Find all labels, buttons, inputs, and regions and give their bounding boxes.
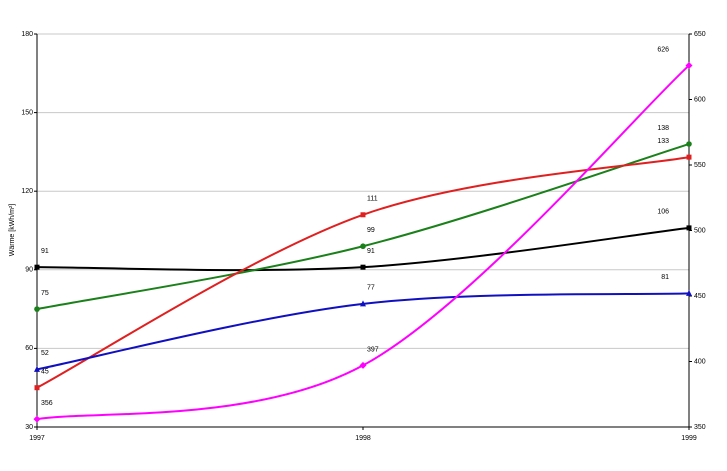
y2-tick-label: 400 [694, 358, 706, 365]
data-label: 52 [41, 350, 49, 357]
series-line [36, 156, 690, 389]
y-tick-label: 90 [25, 267, 33, 274]
y-tick-label: 60 [25, 345, 33, 352]
y2-tick-label: 600 [694, 96, 706, 103]
marker [34, 306, 40, 312]
data-label: 75 [41, 290, 49, 297]
data-label: 133 [657, 138, 669, 145]
marker [686, 225, 692, 231]
marker [360, 243, 366, 250]
data-label: 81 [661, 274, 669, 281]
data-label: 77 [367, 285, 375, 292]
data-label: 397 [367, 346, 379, 353]
data-label: 111 [367, 196, 378, 203]
marker [34, 385, 40, 391]
marker [685, 61, 693, 69]
data-label: 626 [657, 46, 669, 53]
y-tick-label: 150 [21, 109, 33, 116]
x-tick-label: 1998 [355, 435, 371, 442]
marker [359, 361, 367, 369]
x-tick-label: 1999 [681, 435, 697, 442]
marker [360, 300, 366, 307]
y2-tick-label: 350 [694, 424, 706, 431]
marker [686, 141, 692, 147]
x-tick-label: 1997 [29, 435, 45, 442]
marker [686, 289, 692, 296]
data-label: 356 [41, 400, 53, 407]
data-label: 91 [367, 248, 375, 255]
marker [34, 365, 40, 372]
series-line [36, 64, 690, 421]
y2-tick-label: 500 [694, 227, 706, 234]
data-label: 106 [657, 209, 669, 216]
marker [33, 415, 41, 423]
data-label: 45 [41, 369, 49, 376]
y2-tick-label: 550 [694, 162, 706, 169]
data-label: 138 [657, 125, 669, 132]
y2-tick-label: 650 [694, 31, 706, 38]
data-label: 91 [41, 248, 49, 255]
marker [686, 154, 692, 160]
marker [360, 212, 366, 218]
marker [360, 264, 366, 270]
y-tick-label: 30 [25, 424, 33, 431]
y-axis-label: Wärme [kWh/m²] [9, 204, 16, 257]
data-label: 99 [367, 227, 375, 234]
y-tick-label: 120 [21, 188, 33, 195]
y2-tick-label: 450 [694, 293, 706, 300]
y-tick-label: 180 [21, 31, 33, 38]
marker [34, 264, 40, 270]
